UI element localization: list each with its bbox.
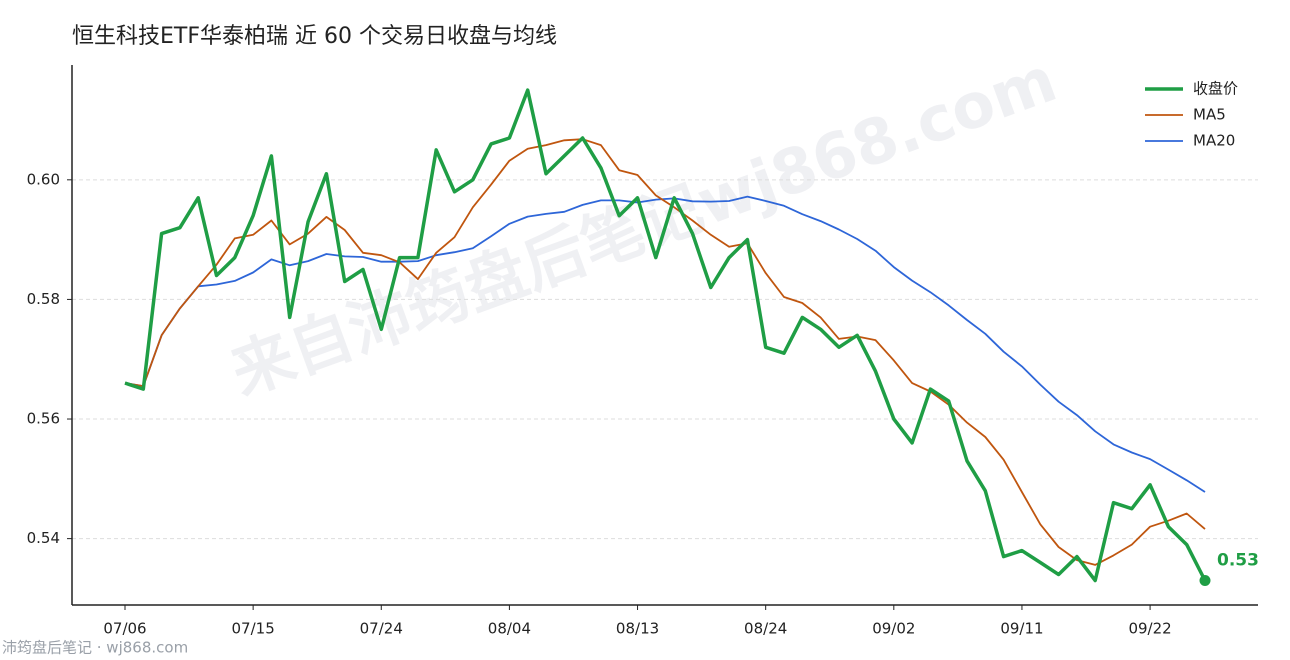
end-point <box>1199 574 1211 586</box>
watermark: 来自沛筠盘后笔记wj868.com <box>222 43 1066 410</box>
x-tick-label: 09/11 <box>1000 620 1043 638</box>
x-tick-label: 09/22 <box>1128 620 1171 638</box>
legend-label: MA5 <box>1193 106 1226 124</box>
x-tick-label: 08/24 <box>744 620 787 638</box>
legend-label: MA20 <box>1193 132 1235 150</box>
series-line <box>124 195 1206 493</box>
y-tick-label: 0.56 <box>27 410 60 428</box>
y-tick-label: 0.60 <box>27 170 60 188</box>
x-tick-label: 07/06 <box>103 620 146 638</box>
value-label: 0.53 <box>1217 550 1259 570</box>
x-tick-label: 08/13 <box>616 620 659 638</box>
x-tick-label: 08/04 <box>488 620 531 638</box>
footer: 沛筠盘后笔记 · wj868.com <box>2 639 188 657</box>
y-tick-label: 0.54 <box>27 529 60 547</box>
x-tick-label: 07/24 <box>360 620 403 638</box>
x-tick-label: 07/15 <box>232 620 275 638</box>
legend-label: 收盘价 <box>1193 80 1238 98</box>
series-line <box>124 88 1207 583</box>
y-tick-label: 0.58 <box>27 290 60 308</box>
chart-title: 恒生科技ETF华泰柏瑞 近 60 个交易日收盘与均线 <box>72 24 557 49</box>
x-tick-label: 09/02 <box>872 620 915 638</box>
